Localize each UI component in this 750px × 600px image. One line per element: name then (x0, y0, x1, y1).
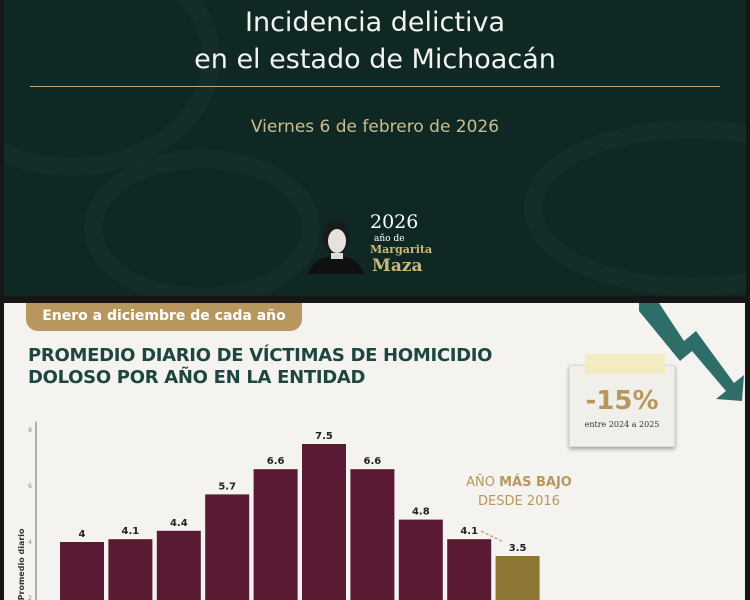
change-caption: entre 2024 a 2025 (584, 420, 660, 429)
slide-title-line1: Incidencia delictiva (245, 7, 505, 38)
logo-name-first: Margarita (370, 243, 433, 256)
lowest-line2: DESDE 2016 (478, 494, 560, 509)
logo-name-last: Maza (372, 256, 423, 276)
period-label: Enero a diciembre de cada año (26, 303, 302, 331)
y-axis-label: Promedio diario (17, 528, 26, 600)
y-tick-label: 2 (28, 595, 32, 600)
logo-year: 2026 (370, 211, 419, 233)
trend-arrow (480, 530, 504, 543)
bar (156, 530, 201, 600)
bar (108, 539, 153, 600)
change-value: -15% (585, 386, 659, 416)
margarita-maza-logo: 2026 año de Margarita Maza (304, 212, 434, 276)
slide-title: Incidencia delictiva en el estado de Mic… (4, 4, 746, 78)
bar (302, 444, 346, 600)
bar (253, 469, 298, 600)
chart-title-line2: DOLOSO POR AÑO EN LA ENTIDAD (28, 367, 366, 388)
logo-subtitle: año de (374, 234, 405, 244)
bar-value-label: 7.5 (315, 431, 333, 442)
y-tick-label: 4 (28, 539, 32, 546)
tape (585, 354, 665, 374)
bar-value-label: 4.4 (170, 518, 188, 529)
title-slide: Incidencia delictiva en el estado de Mic… (4, 0, 746, 296)
bar (60, 542, 104, 600)
bar-value-label: 6.6 (267, 456, 285, 467)
bar (447, 539, 492, 600)
slide-date: Viernes 6 de febrero de 2026 (250, 117, 500, 137)
bar-value-label: 4 (79, 529, 86, 540)
chart-title-line1: PROMEDIO DIARIO DE VÍCTIMAS DE HOMICIDIO (28, 345, 493, 366)
bar (495, 556, 540, 600)
bar (205, 494, 250, 600)
bar (398, 519, 443, 600)
down-trend-arrow-icon (639, 303, 744, 401)
portrait-icon (308, 221, 364, 274)
bar-value-label: 4.1 (122, 526, 140, 537)
bar-value-label: 3.5 (509, 543, 527, 554)
lowest-year-annotation: AÑO MÁS BAJO DESDE 2016 (444, 473, 594, 511)
bar-value-label: 4.8 (412, 507, 430, 518)
y-tick-label: 6 (28, 483, 32, 490)
slide-title-line2: en el estado de Michoacán (194, 44, 556, 75)
chart-title: PROMEDIO DIARIO DE VÍCTIMAS DE HOMICIDIO… (28, 345, 492, 389)
infographic: Enero a diciembre de cada año PROMEDIO D… (4, 303, 745, 600)
y-tick-label: 8 (28, 427, 32, 434)
change-note: -15% entre 2024 a 2025 (569, 354, 675, 447)
bar-value-label: 4.1 (460, 526, 478, 537)
divider (30, 86, 720, 87)
bar-value-label: 6.6 (364, 456, 382, 467)
lowest-prefix: AÑO (466, 475, 500, 490)
bar-value-label: 5.7 (218, 481, 236, 492)
bar (350, 469, 395, 600)
lowest-bold: MÁS BAJO (499, 475, 572, 490)
